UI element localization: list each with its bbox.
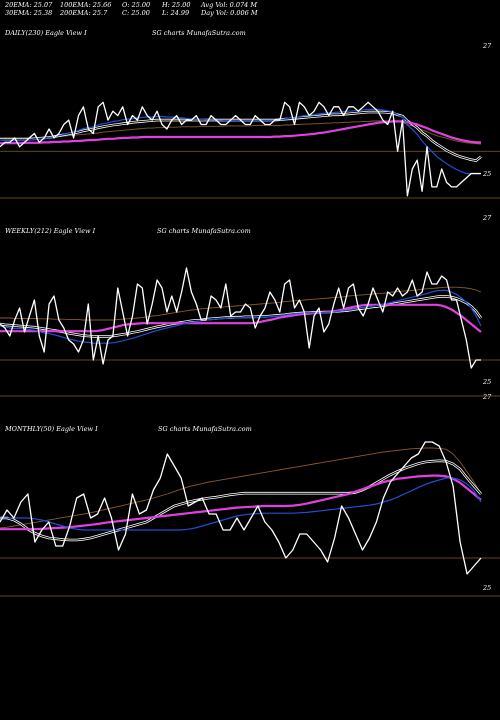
weekly-ema-longest-line: [0, 303, 482, 333]
daily-tick-label: 25: [482, 170, 491, 178]
weekly-ema-long-line: [0, 286, 482, 321]
plot-layer: [0, 101, 500, 597]
daily-tick-label: 27: [482, 42, 492, 50]
daily-price-line: [0, 101, 481, 197]
monthly-ema-short-line: [0, 477, 482, 531]
daily-panel-title: DAILY(230) Eagle View I: [4, 29, 87, 37]
weekly-ema-short-line: [0, 289, 482, 344]
header-avg-vol: Avg Vol: 0.074 M: [200, 1, 257, 9]
header-stats: 20EMA: 25.07 100EMA: 25.66 O: 25.00 H: 2…: [4, 1, 258, 17]
weekly-tick-label: 25: [482, 378, 491, 386]
weekly-panel-watermark: SG charts MunafaSutra.com: [157, 227, 251, 235]
daily-panel-watermark: SG charts MunafaSutra.com: [152, 29, 246, 37]
weekly-panel-title: WEEKLY(212) Eagle View I: [5, 227, 96, 235]
header-high: H: 25.00: [161, 1, 191, 9]
monthly-tick-label: 25: [482, 584, 491, 592]
header-close: C: 25.00: [122, 9, 150, 17]
weekly-ema-mid-line: [0, 295, 482, 337]
header-100ema: 100EMA: 25.66: [60, 1, 111, 9]
daily-tick-label: 27: [482, 214, 492, 222]
monthly-panel-title: MONTHLY(50) Eagle View I: [4, 425, 98, 433]
monthly-panel-watermark: SG charts MunafaSutra.com: [158, 425, 252, 433]
weekly-tick-label: 27: [482, 393, 492, 401]
header-low: L: 24.99: [161, 9, 189, 17]
monthly-price-line: [0, 441, 482, 575]
monthly-ema-longest-line: [0, 474, 482, 531]
weekly-price-line: [0, 267, 481, 369]
header-open: O: 25.00: [122, 1, 150, 9]
daily-ema-longest-line: [0, 120, 481, 145]
header-200ema: 200EMA: 25.7: [59, 9, 108, 17]
monthly-ema-long-line: [0, 447, 482, 529]
header-20ema: 20EMA: 25.07: [4, 1, 53, 9]
header-day-vol: Day Vol: 0.006 M: [200, 9, 258, 17]
header-30ema: 30EMA: 25.38: [5, 9, 52, 17]
